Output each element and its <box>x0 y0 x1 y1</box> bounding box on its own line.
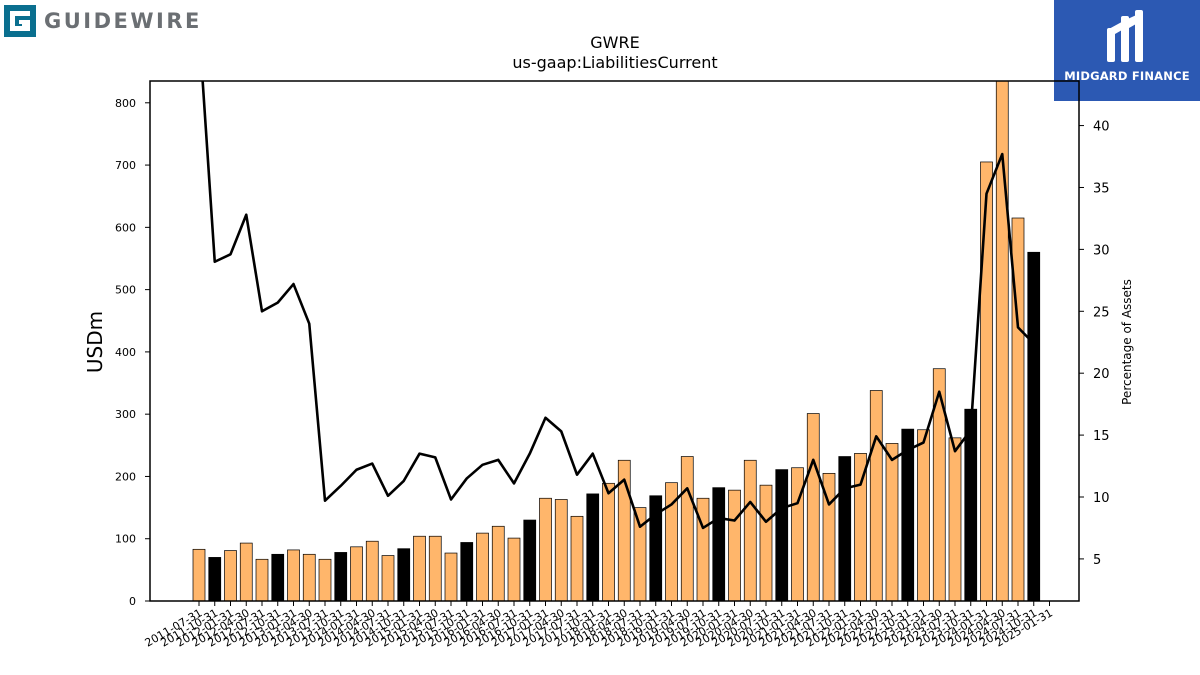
bar <box>287 549 300 602</box>
bar <box>712 487 726 602</box>
bar <box>775 469 789 602</box>
bar <box>759 484 773 602</box>
bar <box>397 548 411 602</box>
percentage-line <box>201 81 1035 530</box>
x-axis: 2011-07-312011-10-312012-01-312012-04-30… <box>143 601 1055 650</box>
bar <box>334 552 348 602</box>
y-tick-label: 200 <box>115 470 136 483</box>
y2-tick-label: 15 <box>1093 429 1110 444</box>
bar <box>806 413 820 602</box>
bar <box>633 507 647 602</box>
bar <box>743 459 757 602</box>
bar <box>224 550 237 602</box>
bar <box>507 537 521 602</box>
guidewire-logo: GUIDEWIRE <box>4 4 202 38</box>
chart-subtitle: us-gaap:LiabilitiesCurrent <box>512 53 717 72</box>
y2-axis-label: Percentage of Assets <box>1120 279 1134 405</box>
line-series <box>201 81 1035 530</box>
bar <box>917 429 930 602</box>
bar <box>208 557 222 602</box>
bar <box>885 443 899 602</box>
bar <box>980 161 993 602</box>
bar <box>413 535 426 602</box>
bar <box>318 558 332 602</box>
bar <box>554 499 568 602</box>
y2-tick-label: 30 <box>1093 243 1110 258</box>
y-tick-label: 700 <box>115 159 136 172</box>
y-axis: 0 100 200 300 400 500 600 700 800 <box>115 97 150 608</box>
y2-tick-label: 20 <box>1093 367 1110 382</box>
bar <box>255 558 269 602</box>
bar <box>381 555 395 602</box>
midgard-logo-icon <box>1107 10 1143 62</box>
y2-axis: 5 10 15 20 25 30 35 40 <box>1079 120 1110 568</box>
bar <box>901 428 915 602</box>
bar <box>964 408 978 602</box>
y-axis-label: USDm <box>83 311 107 373</box>
y-tick-label: 600 <box>115 221 136 234</box>
bar <box>728 489 741 602</box>
bar <box>192 548 206 602</box>
bar <box>350 546 363 602</box>
bar <box>444 552 458 602</box>
bar <box>460 542 474 602</box>
bar <box>791 467 804 602</box>
y-tick-label: 300 <box>115 408 136 421</box>
y-tick-label: 800 <box>115 97 136 110</box>
guidewire-wordmark: GUIDEWIRE <box>44 9 202 33</box>
bar <box>365 540 379 602</box>
bar <box>476 532 489 602</box>
bar <box>239 542 253 602</box>
guidewire-logo-icon <box>4 5 36 37</box>
bar <box>1027 251 1041 602</box>
midgard-finance-wordmark: MIDGARD FINANCE <box>1064 69 1190 83</box>
y-tick-label: 0 <box>129 595 136 608</box>
bar <box>680 456 694 602</box>
bar <box>869 390 883 602</box>
bar <box>271 553 285 602</box>
bar <box>948 437 962 602</box>
y2-tick-label: 25 <box>1093 305 1110 320</box>
bar <box>602 482 615 602</box>
bar <box>570 515 584 602</box>
bar <box>696 497 710 602</box>
bar <box>302 553 316 602</box>
bar <box>539 497 552 602</box>
bar <box>428 535 442 602</box>
bar <box>586 493 600 602</box>
y2-tick-label: 5 <box>1093 553 1101 568</box>
y2-tick-label: 35 <box>1093 181 1110 196</box>
y-tick-label: 500 <box>115 284 136 297</box>
chart-title: GWRE <box>590 33 639 52</box>
bar <box>523 519 537 602</box>
y-tick-label: 400 <box>115 346 136 359</box>
bar-series <box>192 80 1041 602</box>
y2-tick-label: 40 <box>1093 120 1110 135</box>
y2-tick-label: 10 <box>1093 491 1110 506</box>
y-tick-label: 100 <box>115 533 136 546</box>
plot-frame <box>149 80 1080 602</box>
bar <box>491 525 505 602</box>
bar <box>838 456 852 602</box>
